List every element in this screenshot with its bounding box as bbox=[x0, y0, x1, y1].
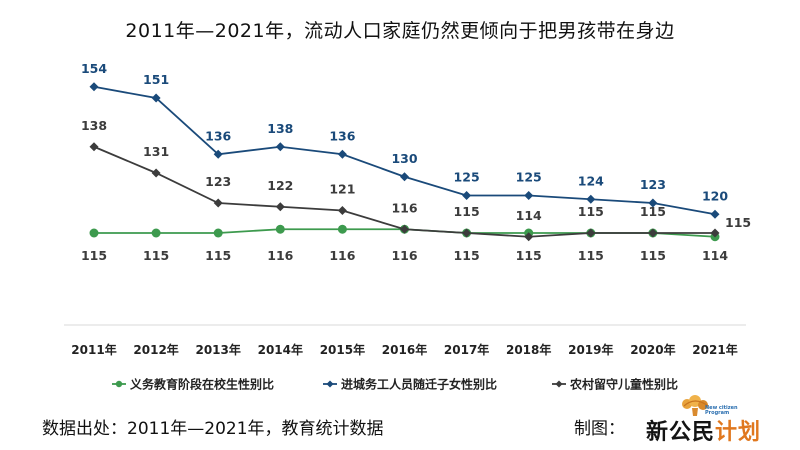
data-point-s2 bbox=[400, 224, 409, 234]
x-tick-label: 2017年 bbox=[444, 342, 489, 357]
data-label-blue: 130 bbox=[391, 151, 417, 166]
data-label-blue: 120 bbox=[702, 188, 728, 203]
x-tick-label: 2011年 bbox=[71, 342, 116, 357]
data-point-s2 bbox=[337, 206, 347, 215]
data-label-green: 115 bbox=[143, 248, 169, 263]
data-label-grey: 116 bbox=[391, 200, 417, 215]
data-point-s1 bbox=[648, 198, 658, 208]
data-label-green: 115 bbox=[81, 248, 107, 263]
data-label-blue: 136 bbox=[329, 128, 355, 143]
svg-text:义务教育阶段在校生性别比: 义务教育阶段在校生性别比 bbox=[129, 377, 274, 392]
data-point-s2 bbox=[586, 228, 596, 238]
x-tick-label: 2020年 bbox=[630, 342, 675, 357]
data-point-s0 bbox=[213, 228, 223, 238]
data-point-s2 bbox=[648, 228, 658, 238]
data-label-grey: 115 bbox=[640, 204, 666, 219]
data-label-grey: 123 bbox=[205, 174, 231, 189]
data-point-s1 bbox=[151, 93, 161, 103]
credit-label: 制图： bbox=[574, 419, 625, 439]
data-label-blue: 124 bbox=[578, 173, 604, 188]
data-label-green: 115 bbox=[516, 248, 542, 263]
data-label-grey: 115 bbox=[725, 215, 751, 230]
legend-entry-1: 进城务工人员随迁子女性别比 bbox=[323, 377, 497, 392]
data-point-s0 bbox=[275, 224, 285, 234]
data-label-blue: 138 bbox=[267, 121, 293, 136]
data-label-grey: 115 bbox=[578, 204, 604, 219]
data-point-s1 bbox=[337, 149, 347, 159]
logo-mark-icon bbox=[682, 395, 709, 416]
x-tick-label: 2015年 bbox=[320, 342, 365, 357]
data-source-note: 数据出处：2011年—2021年，教育统计数据 bbox=[42, 419, 384, 439]
data-point-s1 bbox=[400, 172, 409, 182]
data-point-s1 bbox=[524, 191, 534, 200]
data-point-s1 bbox=[89, 82, 99, 92]
svg-text:进城务工人员随迁子女性别比: 进城务工人员随迁子女性别比 bbox=[341, 377, 497, 392]
data-point-s2 bbox=[710, 228, 720, 238]
x-tick-label: 2012年 bbox=[133, 342, 178, 357]
data-point-s2 bbox=[89, 142, 99, 152]
data-label-grey: 122 bbox=[267, 178, 293, 193]
data-point-s0 bbox=[89, 228, 99, 238]
x-tick-label: 2013年 bbox=[195, 342, 240, 357]
data-label-green: 115 bbox=[640, 248, 666, 263]
data-label-blue: 136 bbox=[205, 128, 231, 143]
x-tick-label: 2021年 bbox=[692, 342, 737, 357]
data-label-grey: 131 bbox=[143, 144, 169, 159]
data-point-s1 bbox=[213, 149, 223, 159]
data-point-s1 bbox=[710, 209, 720, 219]
data-label-blue: 125 bbox=[516, 170, 542, 185]
logo-subtitle: New citizen Program bbox=[705, 405, 738, 416]
data-label-blue: 154 bbox=[81, 61, 107, 76]
x-tick-label: 2014年 bbox=[258, 342, 303, 357]
data-label-blue: 125 bbox=[454, 170, 480, 185]
data-point-s2 bbox=[275, 202, 285, 212]
data-label-green: 115 bbox=[205, 248, 231, 263]
x-tick-label: 2019年 bbox=[568, 342, 613, 357]
data-label-grey: 121 bbox=[329, 182, 355, 197]
data-point-s1 bbox=[275, 142, 285, 152]
data-label-green: 115 bbox=[454, 248, 480, 263]
data-label-blue: 123 bbox=[640, 177, 666, 192]
logo-wordmark: 新公民计划 bbox=[646, 419, 762, 445]
x-tick-label: 2018年 bbox=[506, 342, 551, 357]
legend-entry-2: 农村留守儿童性别比 bbox=[552, 377, 678, 392]
data-point-s0 bbox=[337, 224, 347, 234]
data-label-green: 116 bbox=[329, 248, 355, 263]
data-point-s1 bbox=[462, 191, 472, 200]
x-tick-label: 2016年 bbox=[382, 342, 427, 357]
data-point-s2 bbox=[213, 198, 223, 208]
data-label-blue: 151 bbox=[143, 72, 169, 87]
data-point-s2 bbox=[151, 168, 161, 178]
data-point-s0 bbox=[151, 228, 161, 238]
data-label-green: 116 bbox=[391, 248, 417, 263]
data-label-green: 116 bbox=[267, 248, 293, 263]
data-point-s2 bbox=[524, 232, 534, 242]
data-label-green: 115 bbox=[578, 248, 604, 263]
svg-text:农村留守儿童性别比: 农村留守儿童性别比 bbox=[569, 377, 678, 392]
data-label-grey: 115 bbox=[454, 204, 480, 219]
data-label-grey: 114 bbox=[516, 208, 542, 223]
chart-title: 2011年—2021年，流动人口家庭仍然更倾向于把男孩带在身边 bbox=[125, 20, 675, 42]
data-label-green: 114 bbox=[702, 248, 728, 263]
data-point-s2 bbox=[462, 228, 472, 238]
legend-entry-0: 义务教育阶段在校生性别比 bbox=[112, 377, 274, 392]
data-point-s1 bbox=[586, 194, 596, 204]
data-label-grey: 138 bbox=[81, 118, 107, 133]
